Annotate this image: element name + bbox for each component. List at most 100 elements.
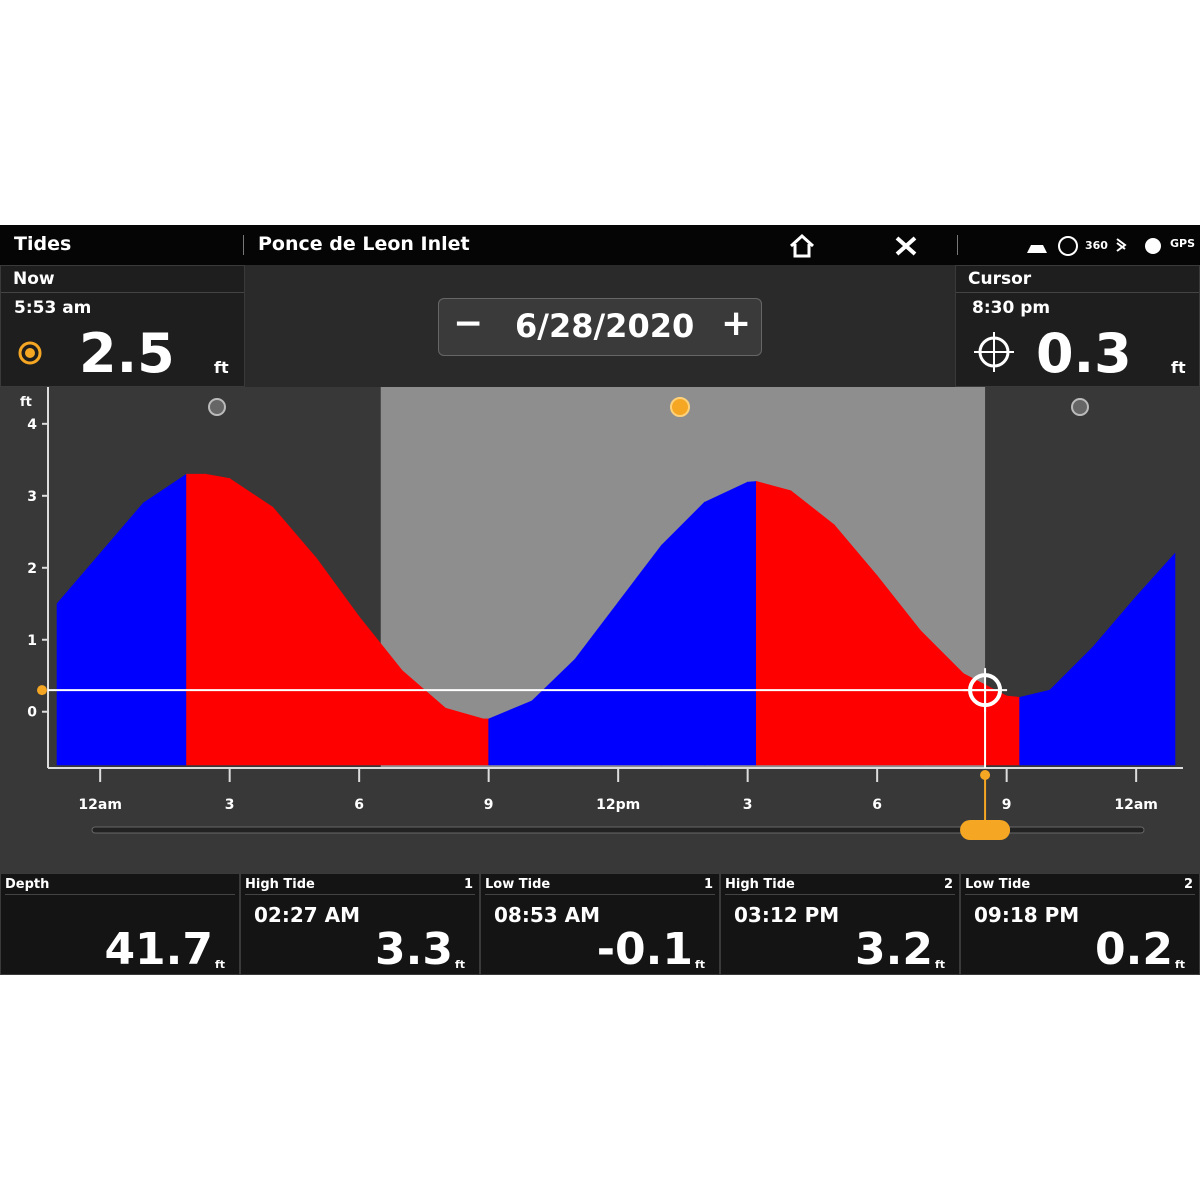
tide-area <box>143 473 187 766</box>
panel-unit: ft <box>454 958 465 971</box>
y-tick-label: 4 <box>27 417 37 433</box>
now-icon <box>18 341 42 365</box>
info-panel: Low Tide 2 09:18 PM 0.2 ft <box>960 873 1200 975</box>
now-panel: Now 5:53 am 2.5 ft <box>0 265 245 387</box>
panel-value: -0.1 <box>596 924 693 975</box>
panel-divider <box>965 894 1195 895</box>
cursor-label: Cursor <box>956 266 1199 293</box>
panel-label: High Tide <box>245 877 315 892</box>
date-plus[interactable]: + <box>721 303 752 344</box>
tide-area <box>790 490 835 766</box>
app-title: Tides <box>14 233 72 255</box>
panel-divider <box>485 894 715 895</box>
date-minus[interactable]: − <box>453 303 484 344</box>
tide-area <box>747 481 757 766</box>
cursor-axis-marker <box>980 770 991 780</box>
panel-unit: ft <box>1174 958 1185 971</box>
x-tick-label: 3 <box>743 797 753 813</box>
title-bar: Tides Ponce de Leon Inlet 360 GPS <box>0 225 1200 266</box>
sun-icon <box>670 397 690 417</box>
home-button[interactable] <box>788 233 816 259</box>
divider <box>243 235 244 255</box>
panel-index: 2 <box>943 877 953 892</box>
y-tick-label: 2 <box>27 561 37 577</box>
y-tick-label: 1 <box>27 633 37 649</box>
now-unit: ft <box>214 358 229 377</box>
panel-time: 09:18 PM <box>974 903 1080 927</box>
tide-area <box>661 501 705 766</box>
cursor-icon <box>974 332 1014 372</box>
info-panel: High Tide 1 02:27 AM 3.3 ft <box>240 873 480 975</box>
tides-screen: Tides Ponce de Leon Inlet 360 GPS Now 5:… <box>0 225 1200 975</box>
x-tick-label: 12am <box>78 797 122 813</box>
now-label: Now <box>1 266 244 293</box>
panel-divider <box>5 894 235 895</box>
now-value: 2.5 <box>79 322 175 385</box>
panel-unit: ft <box>214 958 225 971</box>
date-value: 6/28/2020 <box>515 307 695 345</box>
now-time: 5:53 am <box>14 298 92 318</box>
panel-value: 3.2 <box>855 924 933 975</box>
tide-area <box>186 473 207 766</box>
tide-area <box>755 481 792 766</box>
cursor-panel: Cursor 8:30 pm 0.3 ft <box>955 265 1200 387</box>
info-panel: Low Tide 1 08:53 AM -0.1 ft <box>480 873 720 975</box>
x-tick-label: 12am <box>1114 797 1158 813</box>
cursor-value: 0.3 <box>1036 322 1132 385</box>
tide-area <box>704 481 748 766</box>
y-axis-label: ft <box>20 395 32 410</box>
panel-label: Depth <box>5 877 50 892</box>
scroll-handle[interactable] <box>960 820 1011 840</box>
tide-area <box>1006 695 1020 766</box>
x-tick-label: 12pm <box>596 797 640 813</box>
panel-time: 08:53 AM <box>494 903 601 927</box>
status-360: 360 <box>1085 239 1108 252</box>
cursor-cross <box>963 668 1008 713</box>
x-tick-label: 6 <box>872 797 882 813</box>
panel-time: 03:12 PM <box>734 903 840 927</box>
status-icons <box>1027 236 1161 256</box>
tide-area <box>229 477 274 766</box>
panel-unit: ft <box>694 958 705 971</box>
x-tick-label: 6 <box>354 797 364 813</box>
scroll-track <box>91 826 1145 834</box>
date-selector: − 6/28/2020 + <box>438 298 762 356</box>
tide-area <box>1135 552 1176 766</box>
panel-label: Low Tide <box>485 877 551 892</box>
panel-time: 02:27 AM <box>254 903 361 927</box>
location: Ponce de Leon Inlet <box>258 233 470 255</box>
panel-index: 2 <box>1183 877 1193 892</box>
tide-panels: Depth 41.7 ft High Tide 1 02:27 AM 3.3 ft Low Ti… <box>0 873 1200 975</box>
close-button[interactable] <box>893 234 919 258</box>
status-gps: GPS <box>1170 237 1196 250</box>
moon-icon <box>208 398 226 416</box>
x-tick-label: 9 <box>1002 797 1012 813</box>
divider <box>957 235 958 255</box>
tide-chart: ft 0 1 2 3 4 12am 3 6 9 12pm 3 6 9 12am <box>0 387 1200 873</box>
panel-divider <box>245 894 475 895</box>
cursor-unit: ft <box>1171 358 1186 377</box>
y-tick-label: 3 <box>27 489 37 505</box>
x-tick-label: 9 <box>484 797 494 813</box>
panel-unit: ft <box>934 958 945 971</box>
date-area: − 6/28/2020 + <box>245 265 955 387</box>
panel-divider <box>725 894 955 895</box>
tide-area <box>483 718 489 766</box>
tide-area <box>205 473 230 766</box>
panel-value: 3.3 <box>375 924 453 975</box>
panel-value: 0.2 <box>1095 924 1173 975</box>
y-tick-label: 0 <box>27 705 37 721</box>
panel-index: 1 <box>703 877 713 892</box>
info-panel: High Tide 2 03:12 PM 3.2 ft <box>720 873 960 975</box>
cursor-time: 8:30 pm <box>972 298 1051 318</box>
tide-area <box>1019 689 1051 766</box>
panel-label: Low Tide <box>965 877 1031 892</box>
panel-value: 41.7 <box>104 924 213 975</box>
cursor-left-marker <box>37 685 47 696</box>
info-panel: Depth 41.7 ft <box>0 873 240 975</box>
panel-index: 1 <box>463 877 473 892</box>
moon-icon <box>1071 398 1089 416</box>
panel-label: High Tide <box>725 877 795 892</box>
x-tick-label: 3 <box>225 797 235 813</box>
